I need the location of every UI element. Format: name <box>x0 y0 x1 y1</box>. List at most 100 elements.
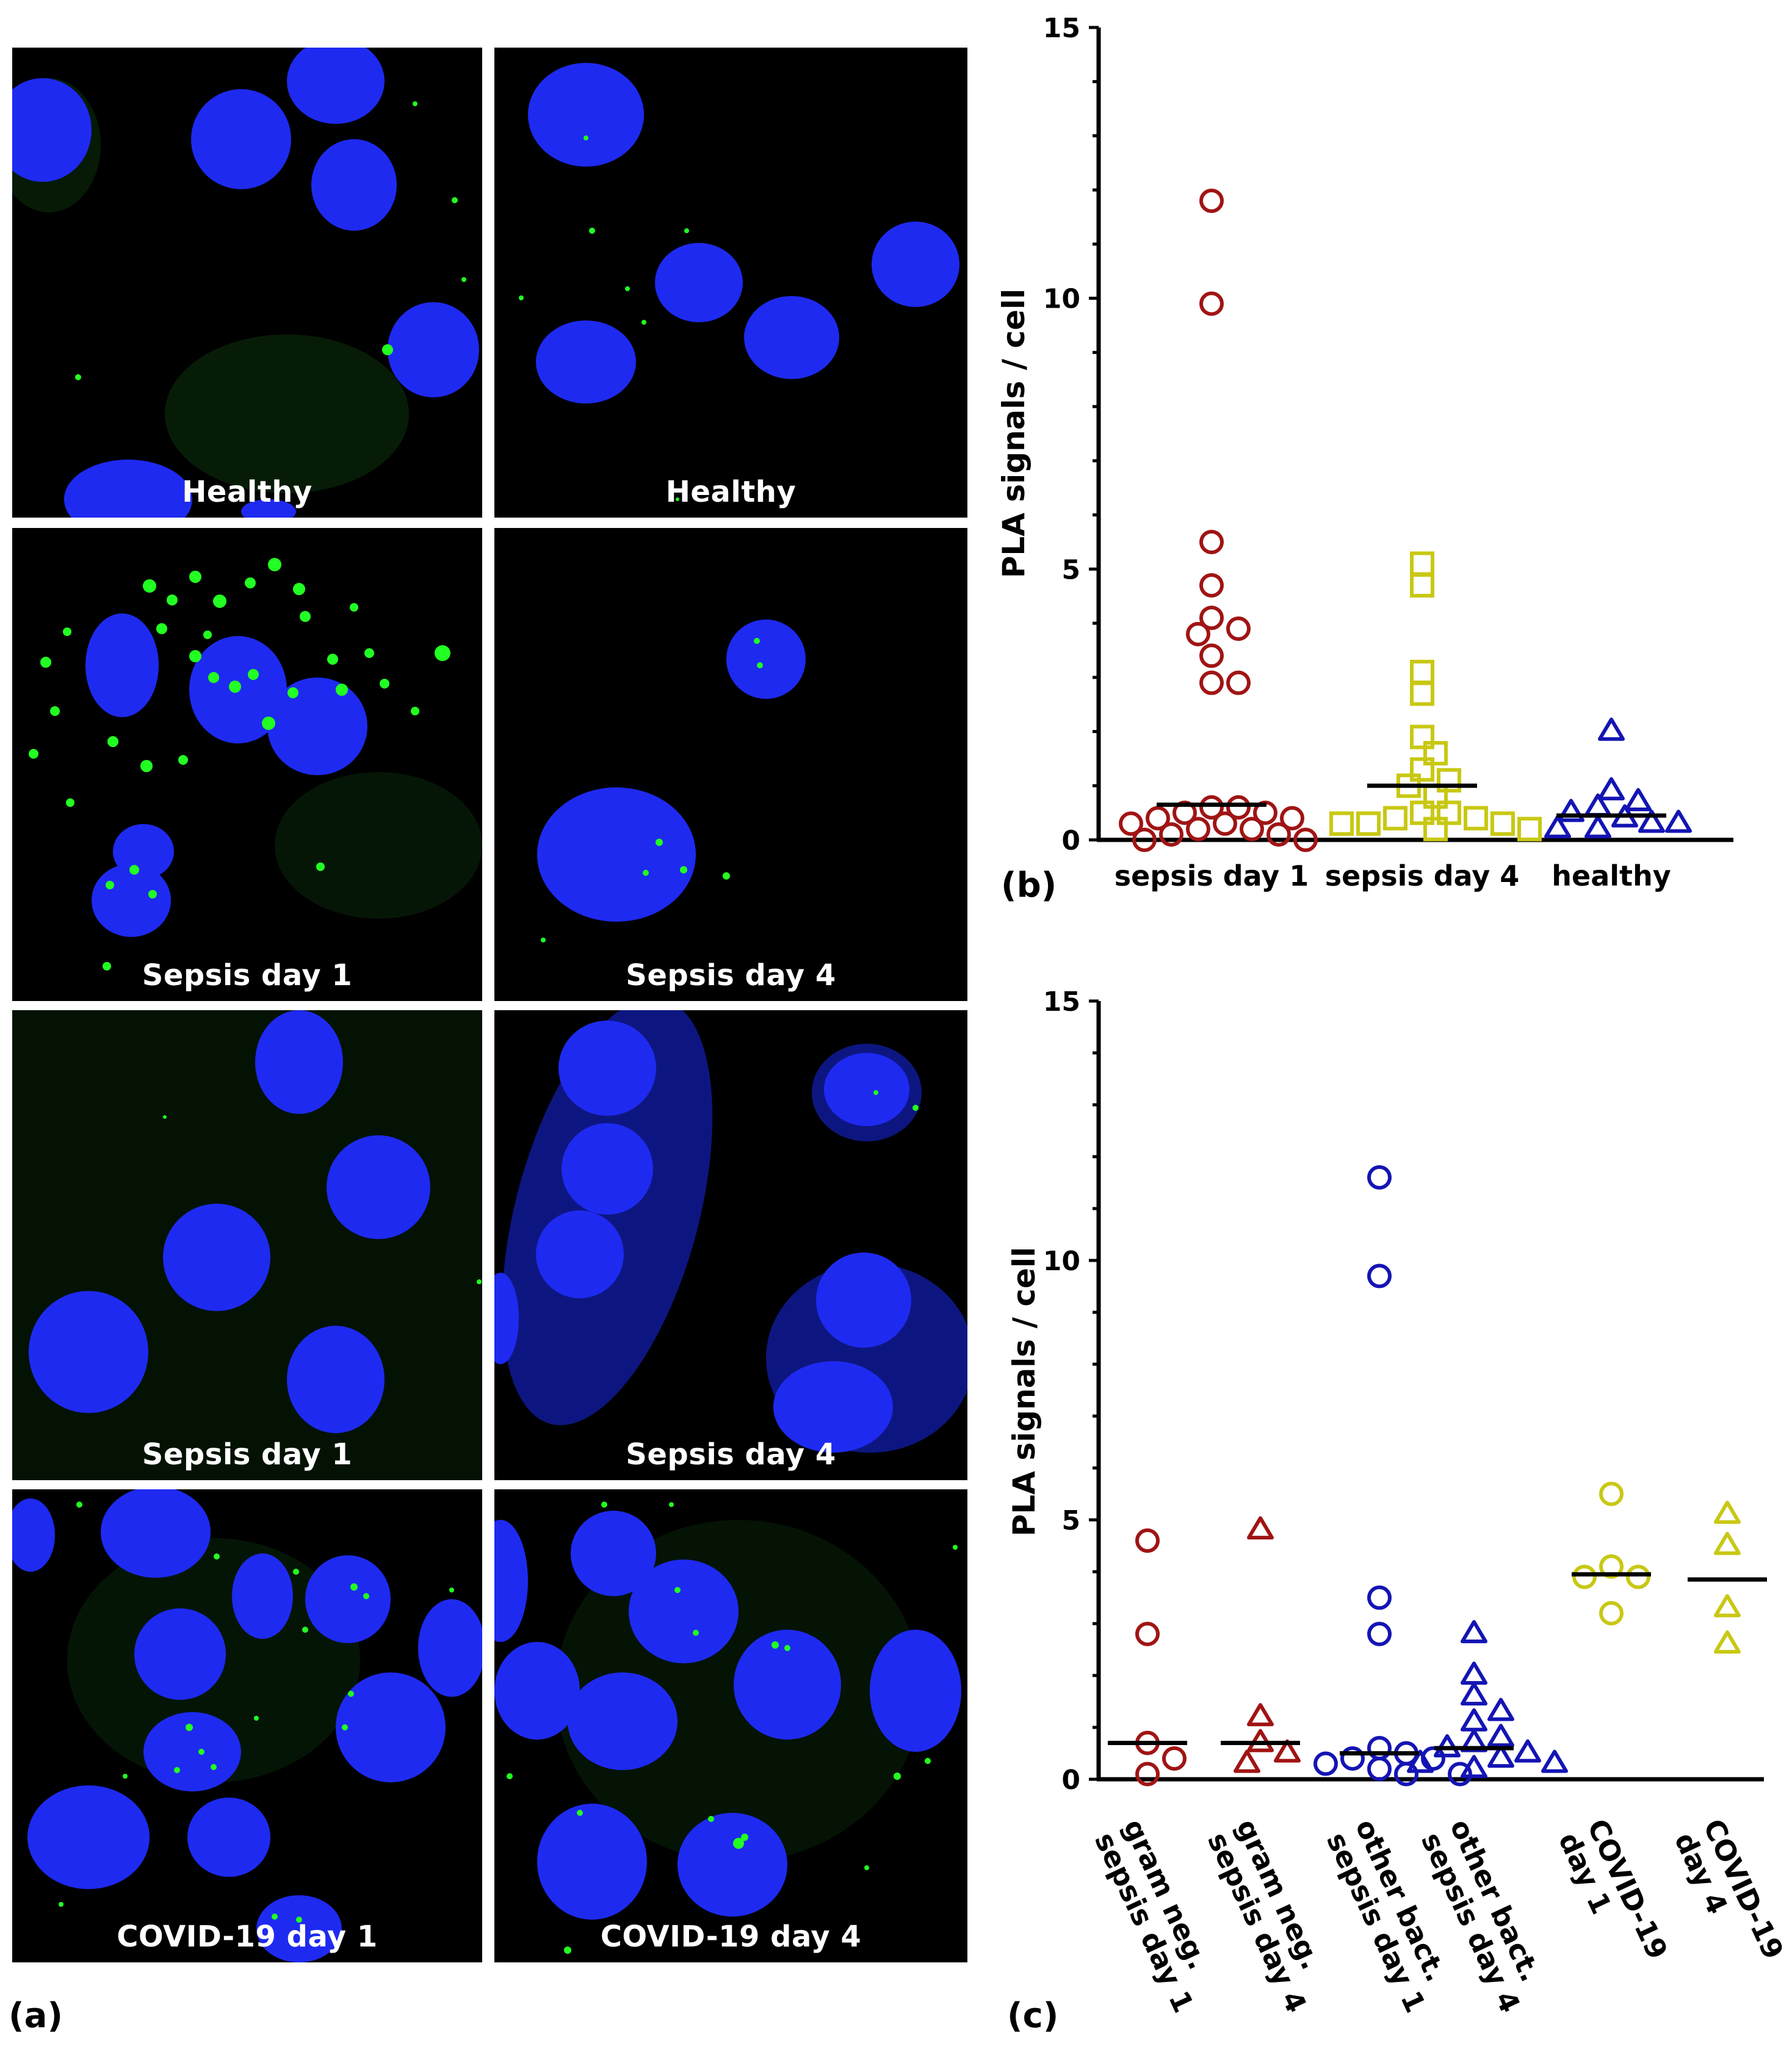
data-point <box>1186 621 1210 646</box>
data-point <box>1240 817 1264 842</box>
data-point <box>1421 1746 1445 1771</box>
data-point <box>1367 1622 1392 1646</box>
data-point <box>1714 1500 1741 1524</box>
data-point <box>1199 795 1224 820</box>
data-point <box>1266 822 1291 847</box>
data-point <box>1626 1564 1650 1589</box>
data-point <box>1410 725 1434 750</box>
data-point <box>1541 1749 1568 1773</box>
data-point <box>1423 741 1448 766</box>
data-point <box>1199 188 1224 213</box>
data-point <box>1448 1762 1472 1787</box>
tile-caption: Sepsis day 4 <box>626 958 836 992</box>
x-tick-label: sepsis day 4 <box>1325 859 1520 892</box>
data-point <box>1544 815 1571 839</box>
data-point <box>1487 1744 1514 1768</box>
data-point <box>1558 798 1584 822</box>
data-point <box>1434 1734 1461 1758</box>
tile-caption: Sepsis day 1 <box>142 958 353 992</box>
data-point <box>1226 795 1251 820</box>
data-point <box>1584 815 1611 839</box>
data-point <box>1410 551 1434 576</box>
data-point <box>1199 605 1224 631</box>
tile-caption: Sepsis day 1 <box>142 1437 353 1472</box>
data-point <box>1226 616 1251 641</box>
data-point <box>1247 1703 1274 1727</box>
data-point <box>1665 809 1692 833</box>
y-tick-label: 10 <box>1043 1246 1080 1277</box>
data-point <box>1234 1749 1260 1773</box>
micrograph-image <box>494 1489 967 1962</box>
data-point <box>1274 1739 1301 1763</box>
data-point <box>1517 817 1542 842</box>
data-point <box>1599 1554 1624 1579</box>
data-point <box>1367 1736 1392 1760</box>
data-point <box>1367 1757 1392 1781</box>
data-point <box>1293 828 1318 852</box>
data-point <box>1356 811 1381 836</box>
micrograph-image <box>494 1010 967 1480</box>
data-point <box>1199 643 1224 668</box>
data-point <box>1410 800 1434 825</box>
micrograph-tile: Healthy <box>494 48 967 518</box>
x-tick-label: other bact.sepsis day 1 <box>1320 1814 1461 2018</box>
micrograph-tile: Healthy <box>12 48 482 518</box>
data-point <box>1119 811 1143 836</box>
micrograph-tile: Sepsis day 1 <box>12 528 482 1001</box>
data-point <box>1394 1741 1418 1766</box>
micrograph-tile: Sepsis day 1 <box>12 1010 482 1480</box>
x-tick-label: other bact.sepsis day 4 <box>1415 1814 1556 2018</box>
data-point <box>1461 1708 1487 1732</box>
data-point <box>1598 777 1625 801</box>
data-point <box>1199 573 1224 598</box>
micrograph-tile: COVID-19 day 4 <box>494 1489 967 1962</box>
data-point <box>1410 757 1434 782</box>
data-point <box>1572 1564 1597 1589</box>
data-point <box>1487 1724 1514 1748</box>
data-point <box>1625 788 1652 812</box>
x-tick-label: gram neg.sepsis day 4 <box>1201 1814 1342 2018</box>
y-tick-label: 10 <box>1043 284 1080 315</box>
data-point <box>1135 1528 1160 1553</box>
data-point <box>1135 1762 1160 1787</box>
data-point <box>1714 1531 1741 1555</box>
data-point <box>1199 529 1224 554</box>
data-point <box>1340 1746 1365 1771</box>
panel-label-c: (c) <box>1007 1996 1059 2036</box>
data-point <box>1584 793 1611 817</box>
micrograph-image <box>12 1010 482 1480</box>
data-point <box>1199 670 1224 695</box>
micrograph-image <box>494 528 967 1001</box>
data-point <box>1199 291 1224 316</box>
data-point <box>1135 1622 1160 1646</box>
micrograph-image <box>12 1489 482 1962</box>
data-point <box>1410 681 1434 706</box>
data-point <box>1437 768 1461 793</box>
panel-label-b: (b) <box>1001 866 1057 905</box>
data-point <box>1599 1481 1624 1506</box>
data-point <box>1383 806 1407 831</box>
data-point <box>1132 828 1157 852</box>
data-point <box>1146 806 1170 831</box>
y-axis-label: PLA signals / cell <box>1006 1247 1042 1536</box>
data-point <box>1461 1729 1487 1752</box>
data-point <box>1367 1585 1392 1610</box>
data-point <box>1638 809 1665 833</box>
x-tick-label: sepsis day 1 <box>1115 859 1309 892</box>
data-point <box>1461 1682 1487 1706</box>
data-point <box>1253 800 1277 825</box>
data-point <box>1599 1601 1624 1625</box>
tile-caption: Healthy <box>665 475 797 509</box>
y-tick-label: 15 <box>1043 13 1080 44</box>
data-point <box>1487 1697 1514 1721</box>
tile-caption: COVID-19 day 4 <box>600 1920 862 1954</box>
x-tick-label: gram neg.sepsis day 1 <box>1088 1814 1229 2018</box>
x-tick-label: COVID-19day 1 <box>1552 1814 1674 1978</box>
data-point <box>1247 1729 1274 1752</box>
x-tick-label: healthy <box>1552 859 1671 892</box>
data-point <box>1186 817 1210 842</box>
data-point <box>1514 1739 1541 1763</box>
micrograph-image <box>12 528 482 1001</box>
micrograph-tile: COVID-19 day 1 <box>12 1489 482 1962</box>
data-point <box>1714 1594 1741 1618</box>
